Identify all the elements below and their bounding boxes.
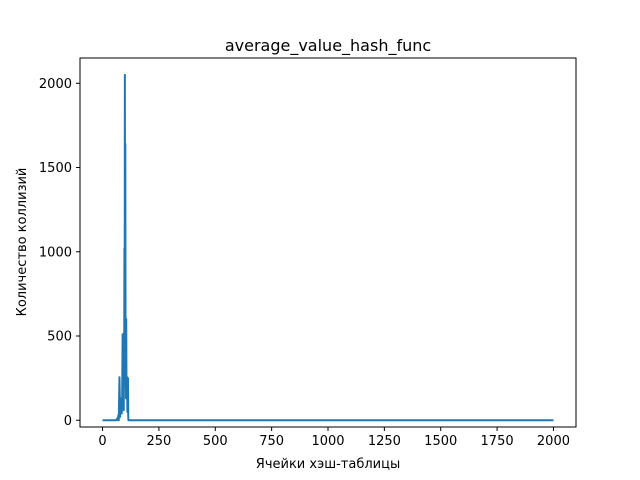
- x-axis-ticks: 0 250 500 750 1000 1250 1500 1750 2000: [98, 427, 570, 449]
- chart-title: average_value_hash_func: [225, 36, 431, 56]
- x-axis-label: Ячейки хэш-таблицы: [256, 457, 400, 472]
- y-axis-ticks: 0 500 1000 1500 2000: [39, 77, 80, 429]
- x-tick-label: 500: [203, 434, 228, 449]
- y-tick-label: 500: [47, 330, 72, 345]
- series-line-0: [102, 73, 554, 422]
- x-tick-label: 750: [259, 434, 284, 449]
- x-tick-label: 1250: [368, 434, 401, 449]
- y-axis-label: Количество коллизий: [15, 168, 30, 317]
- x-tick-label: 1500: [424, 434, 457, 449]
- y-tick-label: 1500: [39, 161, 72, 176]
- plot-area: [79, 57, 577, 428]
- plot-frame: [79, 57, 577, 428]
- x-tick-label: 2000: [537, 434, 570, 449]
- x-tick-label: 1750: [481, 434, 514, 449]
- x-tick-label: 0: [98, 434, 106, 449]
- y-tick-label: 0: [64, 414, 72, 429]
- y-tick-label: 2000: [39, 77, 72, 92]
- x-tick-label: 1000: [311, 434, 344, 449]
- y-tick-label: 1000: [39, 245, 72, 260]
- x-tick-label: 250: [146, 434, 171, 449]
